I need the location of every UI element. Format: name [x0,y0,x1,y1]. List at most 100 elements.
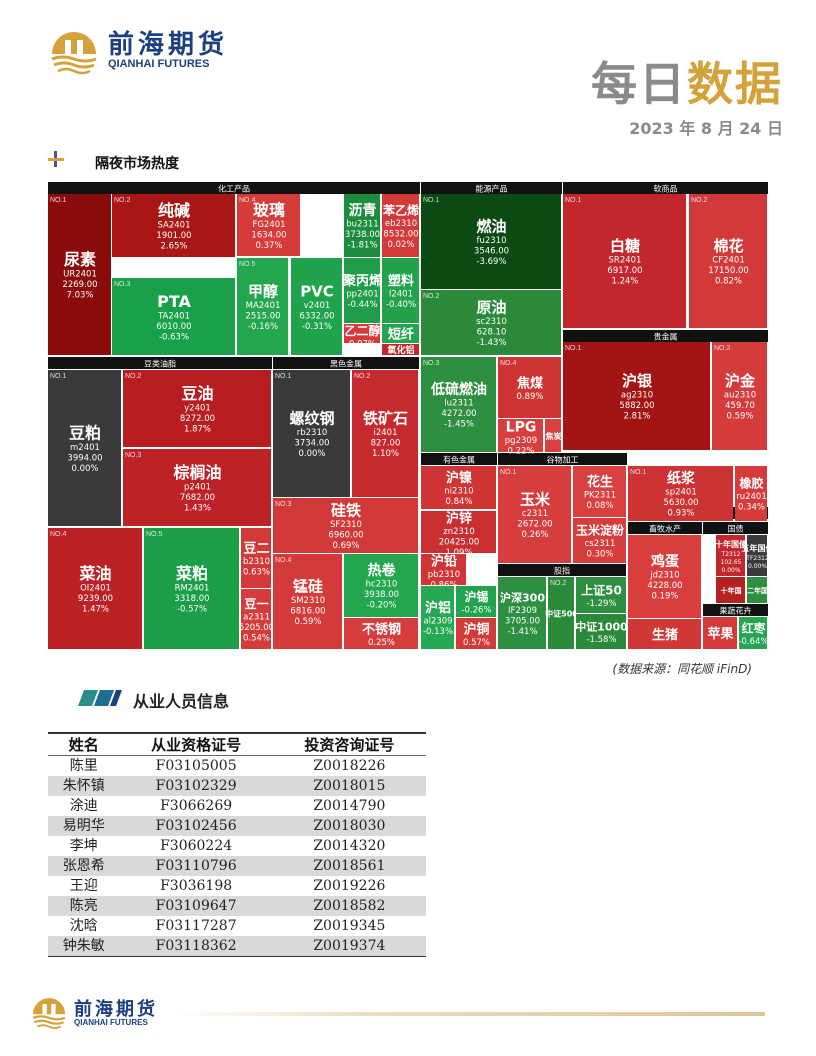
tile-name: 十年国债 [715,539,747,549]
heatmap-tile[interactable] [421,357,496,452]
heatmap-tile[interactable] [421,466,496,509]
tile-rank: NO.1 [50,373,66,380]
tile-detail: 0.00% [298,449,325,459]
heatmap-tile[interactable] [421,290,561,355]
table-row: 涂迪 F3066269 Z0014790 [48,796,426,816]
table-row: 沈晗 F03117287 Z0019345 [48,916,426,936]
heatmap-tile[interactable] [548,577,574,649]
tile-detail: 0.00% [721,567,740,574]
tile-detail: 2672.00 [517,520,552,530]
heatmap-tile[interactable] [716,577,745,603]
tile-detail: -0.13% [423,627,453,637]
staff-name: 陈里 [69,758,98,774]
tile-detail: -1.29% [586,599,616,609]
tile-detail: eb2310 [385,219,417,229]
heatmap-tile[interactable] [498,357,561,418]
heatmap-tile[interactable] [421,511,496,553]
tile-detail: b2310 [243,557,270,567]
data-source-note: (数据来源：同花顺 iFinD) [612,662,752,676]
heatmap-tile[interactable] [747,535,767,576]
tile-detail: 1634.00 [251,230,286,240]
heatmap-tile[interactable] [421,554,466,585]
heatmap-tile[interactable] [344,554,418,617]
heatmap-tile[interactable] [344,324,380,343]
staff-table: 姓名 从业资格证号 投资咨询证号 陈里 F03105005 Z0018226 朱怀镇… [48,732,426,957]
heatmap-tile[interactable] [48,528,142,649]
footer-logo-emblem-icon [32,998,66,1029]
group-header-bar [48,357,272,369]
heatmap-tile[interactable] [344,618,418,649]
tile-rank: NO.1 [275,373,291,380]
heatmap-tile[interactable] [456,586,496,617]
heatmap-tile[interactable] [144,528,239,649]
heatmap-tile[interactable] [352,370,418,497]
heatmap-tile[interactable] [712,342,767,450]
heatmap-tile[interactable] [573,466,626,517]
heatmap-tile[interactable] [576,577,626,613]
tile-detail: 1.09% [445,548,472,558]
heatmap-tile[interactable] [563,194,686,328]
table-row: 朱怀镇 F03102329 Z0018015 [48,776,426,796]
tile-detail: 0.57% [463,638,490,648]
heatmap-tile[interactable] [273,370,350,497]
tile-detail: CF2401 [712,256,744,266]
heatmap-tile[interactable] [241,589,271,649]
tile-detail: sc2310 [476,317,507,327]
heatmap-tile[interactable] [689,194,767,328]
heatmap-tile[interactable] [382,344,419,355]
heatmap-tile[interactable] [237,258,288,355]
heatmap-tile[interactable] [123,370,271,447]
heatmap-tile[interactable] [576,614,626,649]
heatmap-tile[interactable] [498,466,571,563]
heatmap-tile[interactable] [382,258,419,323]
heatmap-tile[interactable] [747,577,767,603]
heatmap-tile[interactable] [735,466,767,521]
heatmap-tile[interactable] [628,466,733,521]
heatmap-tile[interactable] [628,535,701,618]
tile-name: 焦炭 [545,431,562,441]
heatmap-tile[interactable] [237,194,300,256]
tile-detail: UR2401 [63,269,97,279]
heatmap-tile[interactable] [241,528,271,588]
heatmap-tile[interactable] [48,370,121,526]
heatmap-tile[interactable] [344,258,380,323]
staff-name: 易明华 [48,816,120,836]
heatmap-tile[interactable] [48,194,111,355]
heatmap-tile[interactable] [498,577,546,649]
tile-detail: 1.43% [184,503,211,513]
heatmap-tile[interactable] [421,194,561,289]
heatmap-tile[interactable] [628,619,701,649]
heatmap-tile[interactable] [344,194,380,257]
tile-detail: 0.54% [243,633,270,643]
heatmap-tile[interactable] [273,498,418,553]
heatmap-tile[interactable] [291,258,342,355]
tile-name: 沪深300 [500,591,545,605]
tile-detail: a2311 [243,612,270,622]
report-date: 2023 年 8 月 24 日 [629,119,783,138]
heatmap-tile[interactable] [563,342,710,450]
tile-name: 苹果 [707,626,733,642]
heatmap-tile[interactable] [456,618,496,649]
heatmap-tile[interactable] [382,324,419,343]
heatmap-tile[interactable] [112,194,235,257]
heatmap-tile[interactable] [545,419,561,452]
staff-name: 李坤 [69,838,98,854]
heatmap-tile[interactable] [573,518,626,563]
tile-detail: ag2310 [621,391,653,401]
tile-rank: NO.1 [423,197,439,204]
heatmap-tile[interactable] [382,194,419,257]
tile-detail: 1.24% [611,277,638,287]
heatmap-tile[interactable] [498,419,543,452]
tile-detail: 3546.00 [474,247,509,257]
heatmap-tile[interactable] [703,617,737,649]
group-header-label: 国债 [728,524,744,534]
heatmap-tile[interactable] [112,278,235,355]
tile-detail: 3738.00 [345,230,380,240]
group-header-label: 化工产品 [218,184,250,194]
heatmap-tile[interactable] [421,586,454,649]
heatmap-tile[interactable] [123,449,271,526]
heatmap-tile[interactable] [273,554,342,649]
table-row: 张恩希 F03110796 Z0018561 [48,856,426,876]
heatmap-tile[interactable] [739,617,767,649]
heatmap-tile[interactable] [716,535,745,576]
